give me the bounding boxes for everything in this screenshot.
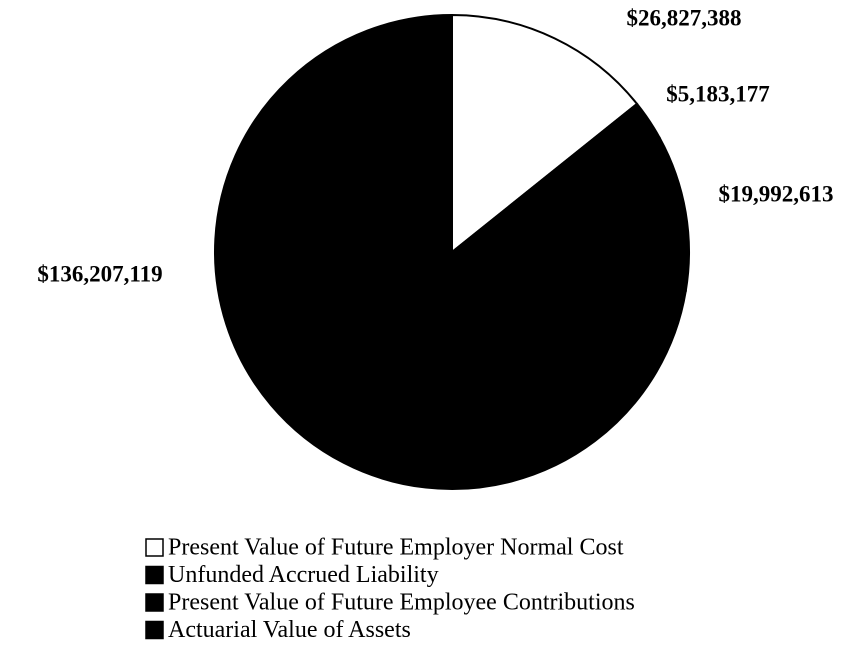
legend-swatch [145,593,164,612]
value-label: $136,207,119 [37,261,162,286]
legend-label: Present Value of Future Employee Contrib… [168,590,635,616]
pie-slice [214,13,687,490]
legend-swatch [145,538,164,557]
value-label: $19,992,613 [719,181,834,206]
value-label: $26,827,388 [627,5,742,30]
legend-swatch [145,620,164,640]
pie-slice [448,136,690,293]
pie-slice [451,13,639,255]
legend-swatch [145,565,164,585]
value-label: $5,183,177 [666,81,770,106]
legend-label: Actuarial Value of Assets [168,617,411,643]
legend-label: Present Value of Future Employer Normal … [168,535,624,561]
legend-label: Unfunded Accrued Liability [168,562,439,588]
